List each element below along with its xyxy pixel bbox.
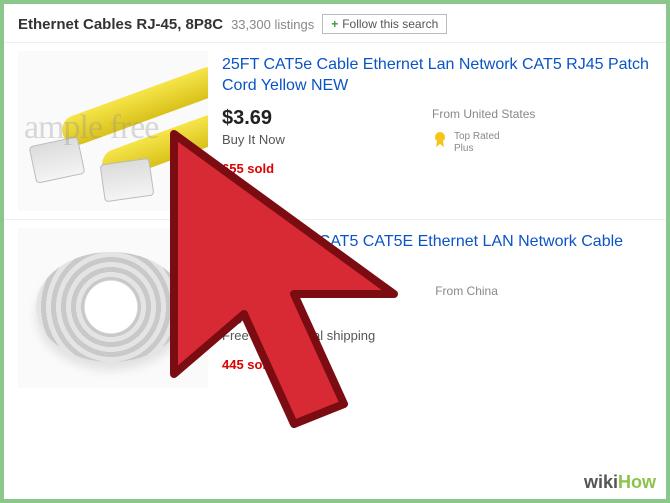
sold-count: 445 sold bbox=[222, 357, 375, 372]
listing-thumbnail[interactable]: ample free bbox=[18, 51, 208, 211]
buy-it-now-label: Buy It Now bbox=[222, 132, 372, 147]
follow-search-button[interactable]: + Follow this search bbox=[322, 14, 447, 34]
follow-label: Follow this search bbox=[342, 17, 438, 31]
gray-cable-coil-illustration bbox=[36, 252, 186, 362]
watermark-text: ample free bbox=[24, 109, 158, 147]
listing-details: 100 FT RJ45 CAT5 CAT5E Ethernet LAN Netw… bbox=[222, 228, 652, 388]
free-shipping-label: Free international shipping bbox=[222, 328, 375, 343]
listing-price: $4.29 bbox=[222, 284, 375, 307]
sold-count: 655 sold bbox=[222, 161, 372, 176]
plus-icon: + bbox=[331, 17, 338, 31]
listing-row: ample free 25FT CAT5e Cable Ethernet Lan… bbox=[4, 42, 666, 219]
ribbon-icon bbox=[432, 131, 448, 147]
listing-thumbnail[interactable] bbox=[18, 228, 208, 388]
wiki-text: wiki bbox=[584, 472, 618, 492]
ship-from-label: From China bbox=[435, 284, 498, 298]
buy-it-now-label: Buy It Now bbox=[222, 309, 375, 324]
how-text: How bbox=[618, 472, 656, 492]
listing-details: 25FT CAT5e Cable Ethernet Lan Network CA… bbox=[222, 51, 652, 211]
listing-row: 100 FT RJ45 CAT5 CAT5E Ethernet LAN Netw… bbox=[4, 219, 666, 396]
listing-price: $3.69 bbox=[222, 107, 372, 130]
listing-count: 33,300 listings bbox=[231, 17, 314, 32]
category-title: Ethernet Cables RJ-45, 8P8C bbox=[18, 16, 223, 33]
wikihow-watermark: wikiHow bbox=[584, 472, 656, 493]
top-rated-text: Top Rated Plus bbox=[454, 131, 500, 155]
listing-title-link[interactable]: 100 FT RJ45 CAT5 CAT5E Ethernet LAN Netw… bbox=[222, 232, 652, 274]
ship-from-label: From United States bbox=[432, 107, 535, 121]
top-rated-badge: Top Rated Plus bbox=[432, 131, 535, 155]
search-header: Ethernet Cables RJ-45, 8P8C 33,300 listi… bbox=[4, 4, 666, 42]
listing-title-link[interactable]: 25FT CAT5e Cable Ethernet Lan Network CA… bbox=[222, 55, 652, 97]
